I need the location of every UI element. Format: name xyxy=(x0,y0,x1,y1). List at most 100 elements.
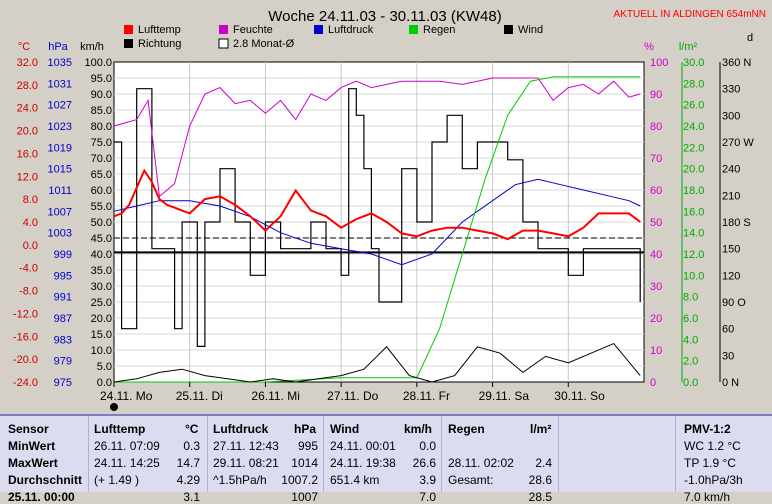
pressure-tick-label: 987 xyxy=(54,313,72,325)
x-axis-labels: 24.11. Mo 25.11. Di 26.11. Mi 27.11. Do 28.1… xyxy=(100,382,605,403)
stats-luftdruck-current: 1007 xyxy=(291,490,318,504)
pressure-tick-label: 1027 xyxy=(48,100,72,112)
wind-tick-label: 0.0 xyxy=(97,377,112,389)
rain-tick-label: 4.0 xyxy=(683,334,698,346)
stats-header-wind-unit: km/h xyxy=(404,422,433,436)
wind-tick-label: 100.0 xyxy=(84,57,112,69)
temp-tick-label: 16.0 xyxy=(17,148,38,160)
stats-header-regen-unit: l/m² xyxy=(530,422,552,436)
stats-luftdruck-max: 1014 xyxy=(291,456,318,470)
legend-swatch xyxy=(409,25,418,34)
legend-swatch xyxy=(504,25,513,34)
x-tick-label: 30.11. So xyxy=(554,389,605,403)
pressure-tick-label: 979 xyxy=(54,356,72,368)
rain-tick-label: 28.0 xyxy=(683,78,704,90)
wind-tick-label: 50.0 xyxy=(91,217,112,229)
legend-label: Wind xyxy=(518,24,543,36)
wind-tick-label: 70.0 xyxy=(91,153,112,165)
stats-regen-total-label: Gesamt: xyxy=(448,473,494,487)
rain-tick-label: 0.0 xyxy=(683,377,698,389)
temp-tick-label: 20.0 xyxy=(17,126,38,138)
temp-tick-label: 0.0 xyxy=(23,240,38,252)
humidity-tick-label: 50 xyxy=(650,217,662,229)
pressure-tick-label: 1007 xyxy=(48,206,72,218)
series-layer xyxy=(113,76,644,383)
temp-tick-label: 28.0 xyxy=(17,80,38,92)
stats-wind-max-time: 24.11. 19:38 xyxy=(330,456,396,470)
stats-wind-distance: 651.4 km xyxy=(330,473,380,487)
direction-tick-label: 120 xyxy=(722,270,740,282)
humidity-tick-label: 80 xyxy=(650,121,662,133)
legend-swatch xyxy=(124,25,133,34)
chart-title: Woche 24.11.03 - 30.11.03 (KW48) xyxy=(268,8,501,25)
rain-tick-label: 8.0 xyxy=(683,292,698,304)
x-tick-label: 29.11. Sa xyxy=(479,389,530,403)
stats-wind-max: 26.6 xyxy=(412,456,436,470)
stats-header-sensor: Sensor xyxy=(8,422,49,436)
stats-header-lufttemp: Lufttemp xyxy=(94,422,146,436)
stats-divider xyxy=(207,416,208,492)
series-line-regen xyxy=(114,76,641,383)
stats-luftdruck-max-time: 29.11. 08:21 xyxy=(213,456,279,470)
pressure-tick-label: 999 xyxy=(54,249,72,261)
pressure-tick-label: 1031 xyxy=(48,78,72,90)
pressure-tick-label: 1011 xyxy=(48,185,72,197)
wind-tick-label: 30.0 xyxy=(91,281,112,293)
stats-lufttemp-avg: 4.29 xyxy=(176,473,200,487)
wind-tick-label: 45.0 xyxy=(91,233,112,245)
stats-header-pmv: PMV-1:2 xyxy=(684,422,731,436)
wind-tick-label: 35.0 xyxy=(91,265,112,277)
grid xyxy=(114,62,644,382)
stats-luftdruck-min-time: 27.11. 12:43 xyxy=(213,439,279,453)
stats-lufttemp-min: 0.3 xyxy=(183,439,200,453)
pressure-tick-label: 1015 xyxy=(48,164,72,176)
wind-tick-label: 15.0 xyxy=(91,329,112,341)
stats-luftdruck-avg: 1007.2 xyxy=(281,473,318,487)
weather-chart: Woche 24.11.03 - 30.11.03 (KW48) AKTUELL… xyxy=(12,8,766,411)
stats-pmv-pressure-trend: -1.0hPa/3h xyxy=(684,473,743,487)
humidity-tick-label: 60 xyxy=(650,185,662,197)
stats-luftdruck-min: 995 xyxy=(297,439,318,453)
direction-tick-label: 150 xyxy=(722,244,740,256)
humidity-unit: % xyxy=(644,41,654,53)
stats-regen-max: 2.4 xyxy=(535,456,552,470)
legend-label: Luftdruck xyxy=(328,24,374,36)
legend-swatch xyxy=(314,25,323,34)
stats-regen-current: 28.5 xyxy=(528,490,552,504)
direction-tick-label: 300 xyxy=(722,110,740,122)
stats-header-regen: Regen xyxy=(448,422,485,436)
pressure-tick-label: 995 xyxy=(54,270,72,282)
x-tick-label: 24.11. Mo xyxy=(100,389,153,403)
stats-lufttemp-max: 14.7 xyxy=(176,456,200,470)
humidity-tick-label: 100 xyxy=(650,57,668,69)
series-line-luftdruck xyxy=(113,178,641,266)
rain-tick-label: 22.0 xyxy=(683,142,704,154)
wind-unit: km/h xyxy=(80,41,104,53)
location-label: AKTUELL IN ALDINGEN 654mNN xyxy=(614,9,766,20)
series-line-richtung xyxy=(114,88,641,347)
pressure-tick-label: 983 xyxy=(54,334,72,346)
legend-swatch xyxy=(124,39,133,48)
rain-tick-label: 18.0 xyxy=(683,185,704,197)
direction-tick-label: 240 xyxy=(722,164,740,176)
wind-tick-label: 65.0 xyxy=(91,169,112,181)
stats-regen-max-time: 28.11. 02:02 xyxy=(448,456,514,470)
wind-tick-label: 75.0 xyxy=(91,137,112,149)
stats-divider xyxy=(88,416,89,492)
rain-tick-label: 10.0 xyxy=(683,270,704,282)
stats-pmv-wind: 7.0 km/h xyxy=(684,490,731,504)
stats-regen-total: 28.6 xyxy=(528,473,552,487)
stats-wind-avg: 3.9 xyxy=(419,473,436,487)
stats-row-label: MinWert xyxy=(8,439,56,453)
axes: 32.0 28.0 24.0 20.0 16.0 12.0 8.0 4.0 0.0 -4.0 -8.… xyxy=(13,57,754,389)
rain-tick-label: 20.0 xyxy=(683,164,704,176)
rain-tick-label: 14.0 xyxy=(683,228,704,240)
temp-tick-label: 12.0 xyxy=(17,171,38,183)
pressure-tick-label: 1019 xyxy=(48,142,72,154)
stats-divider xyxy=(675,416,676,492)
humidity-tick-label: 10 xyxy=(650,345,662,357)
x-tick-label: 25.11. Di xyxy=(176,389,223,403)
stats-wind-current: 7.0 xyxy=(419,490,436,504)
temp-tick-label: -8.0 xyxy=(19,286,38,298)
legend-label: Richtung xyxy=(138,38,181,50)
